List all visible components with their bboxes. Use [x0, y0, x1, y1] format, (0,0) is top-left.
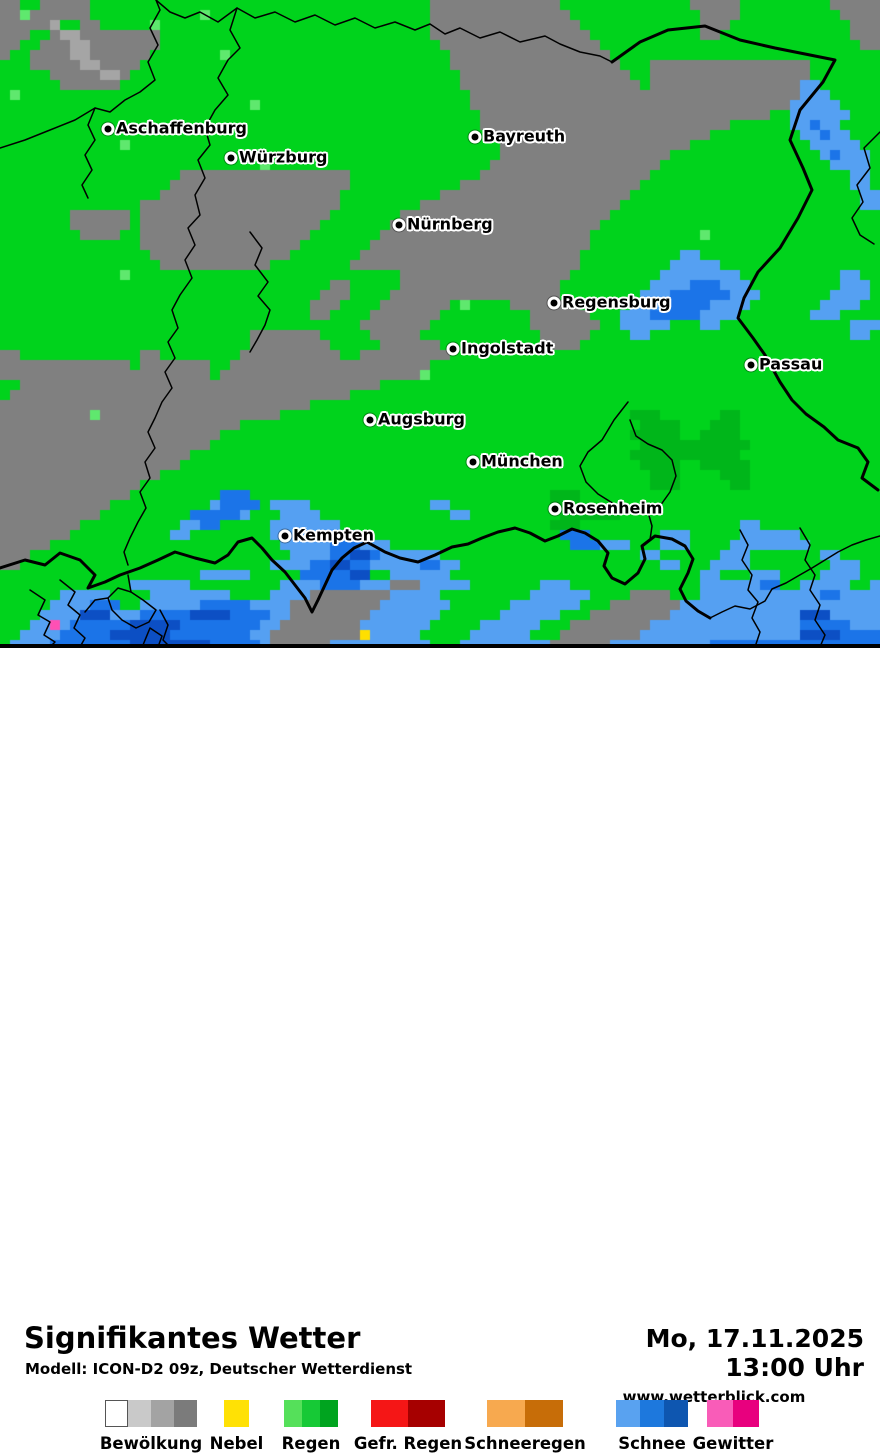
legend-swatch	[707, 1400, 733, 1427]
city-marker-dot	[744, 358, 758, 372]
city-label: München	[481, 451, 563, 471]
legend-swatch	[408, 1400, 445, 1427]
legend-group-schneeregen: Schneeregen	[464, 1400, 586, 1453]
city-label: Bayreuth	[483, 126, 566, 146]
legend-swatches-gewitter	[707, 1400, 759, 1427]
legend-label-gefr-regen: Gefr. Regen	[353, 1434, 463, 1453]
legend-swatch	[371, 1400, 408, 1427]
city-label: Aschaffenburg	[116, 118, 247, 138]
legend-swatch	[284, 1400, 302, 1427]
weather-map: Aschaffenburg Würzburg Bayreuth Nürnberg Reg…	[0, 0, 880, 648]
page-title: Signifikantes Wetter	[24, 1321, 361, 1355]
legend-swatch	[174, 1400, 197, 1427]
footer-right-block: Mo, 17.11.2025 13:00 Uhr www.wetterblick…	[564, 1324, 864, 1406]
legend-swatch	[320, 1400, 338, 1427]
legend-swatches-regen	[284, 1400, 338, 1427]
legend-group-regen: Regen	[282, 1400, 340, 1453]
precipitation-raster	[0, 0, 880, 648]
city-marker-dot	[548, 502, 562, 516]
city-marker-dot	[224, 151, 238, 165]
city-marker-dot	[468, 130, 482, 144]
legend-swatch	[224, 1400, 249, 1427]
city-label: Regensburg	[562, 292, 671, 312]
legend-label-schnee: Schnee	[618, 1434, 686, 1453]
forecast-datetime: Mo, 17.11.2025 13:00 Uhr	[645, 1324, 864, 1382]
legend-swatches-bewoelkung	[105, 1400, 197, 1427]
map-bottom-edge	[0, 644, 880, 648]
legend-swatch	[664, 1400, 688, 1427]
city-marker-dot	[446, 342, 460, 356]
city-marker-dot	[392, 218, 406, 232]
legend-label-schneeregen: Schneeregen	[464, 1434, 586, 1453]
city-label: Kempten	[293, 525, 374, 545]
model-subtitle: Modell: ICON-D2 09z, Deutscher Wetterdie…	[25, 1360, 413, 1378]
legend-swatch	[487, 1400, 525, 1427]
legend-label-bewoelkung: Bewölkung	[99, 1434, 203, 1453]
legend-swatches-gefr-regen	[371, 1400, 445, 1427]
legend-swatch	[525, 1400, 563, 1427]
legend-group-gefr-regen: Gefr. Regen	[354, 1400, 462, 1453]
city-marker-dot	[101, 122, 115, 136]
city-label: Ingolstadt	[461, 338, 554, 358]
footer: Signifikantes Wetter Modell: ICON-D2 09z…	[0, 648, 880, 1453]
legend-swatch	[151, 1400, 174, 1427]
legend-swatch	[302, 1400, 320, 1427]
city-label: Nürnberg	[407, 214, 493, 234]
legend-label-gewitter: Gewitter	[692, 1434, 774, 1453]
city-marker-dot	[466, 455, 480, 469]
legend-swatch	[616, 1400, 640, 1427]
legend-swatch	[128, 1400, 151, 1427]
legend-group-gewitter: Gewitter	[693, 1400, 773, 1453]
legend-swatch	[733, 1400, 759, 1427]
legend-label-nebel: Nebel	[209, 1434, 264, 1453]
city-label: Rosenheim	[563, 498, 663, 518]
city-label: Augsburg	[378, 409, 465, 429]
city-marker-dot	[363, 413, 377, 427]
legend-swatch	[105, 1400, 128, 1427]
legend-swatches-nebel	[224, 1400, 249, 1427]
city-label: Würzburg	[239, 147, 328, 167]
legend-swatches-schnee	[616, 1400, 688, 1427]
legend-label-regen: Regen	[281, 1434, 341, 1453]
city-marker-dot	[278, 529, 292, 543]
city-label: Passau	[759, 354, 823, 374]
city-marker-dot	[547, 296, 561, 310]
legend-group-nebel: Nebel	[210, 1400, 263, 1453]
legend-group-schnee: Schnee	[616, 1400, 688, 1453]
legend-group-bewoelkung: Bewölkung	[100, 1400, 202, 1453]
legend-swatches-schneeregen	[487, 1400, 563, 1427]
legend-swatch	[640, 1400, 664, 1427]
